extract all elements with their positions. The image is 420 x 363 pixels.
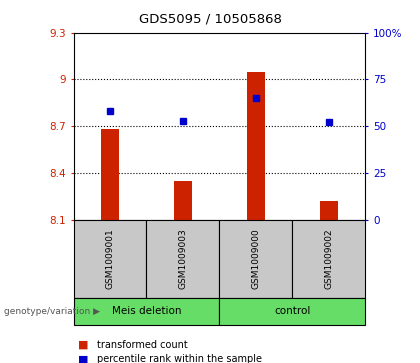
- Bar: [174, 181, 192, 220]
- Text: ■: ■: [78, 354, 88, 363]
- Text: percentile rank within the sample: percentile rank within the sample: [97, 354, 262, 363]
- Bar: [320, 201, 338, 220]
- Text: transformed count: transformed count: [97, 340, 187, 350]
- Text: ■: ■: [78, 340, 88, 350]
- Bar: [101, 129, 119, 220]
- Text: GSM1009002: GSM1009002: [324, 228, 333, 289]
- Text: GDS5095 / 10505868: GDS5095 / 10505868: [139, 13, 281, 26]
- Text: control: control: [274, 306, 311, 316]
- Text: genotype/variation ▶: genotype/variation ▶: [4, 307, 100, 316]
- Text: Meis deletion: Meis deletion: [112, 306, 181, 316]
- Text: GSM1009000: GSM1009000: [252, 228, 260, 289]
- Text: GSM1009001: GSM1009001: [105, 228, 115, 289]
- Text: GSM1009003: GSM1009003: [178, 228, 187, 289]
- Bar: [247, 72, 265, 220]
